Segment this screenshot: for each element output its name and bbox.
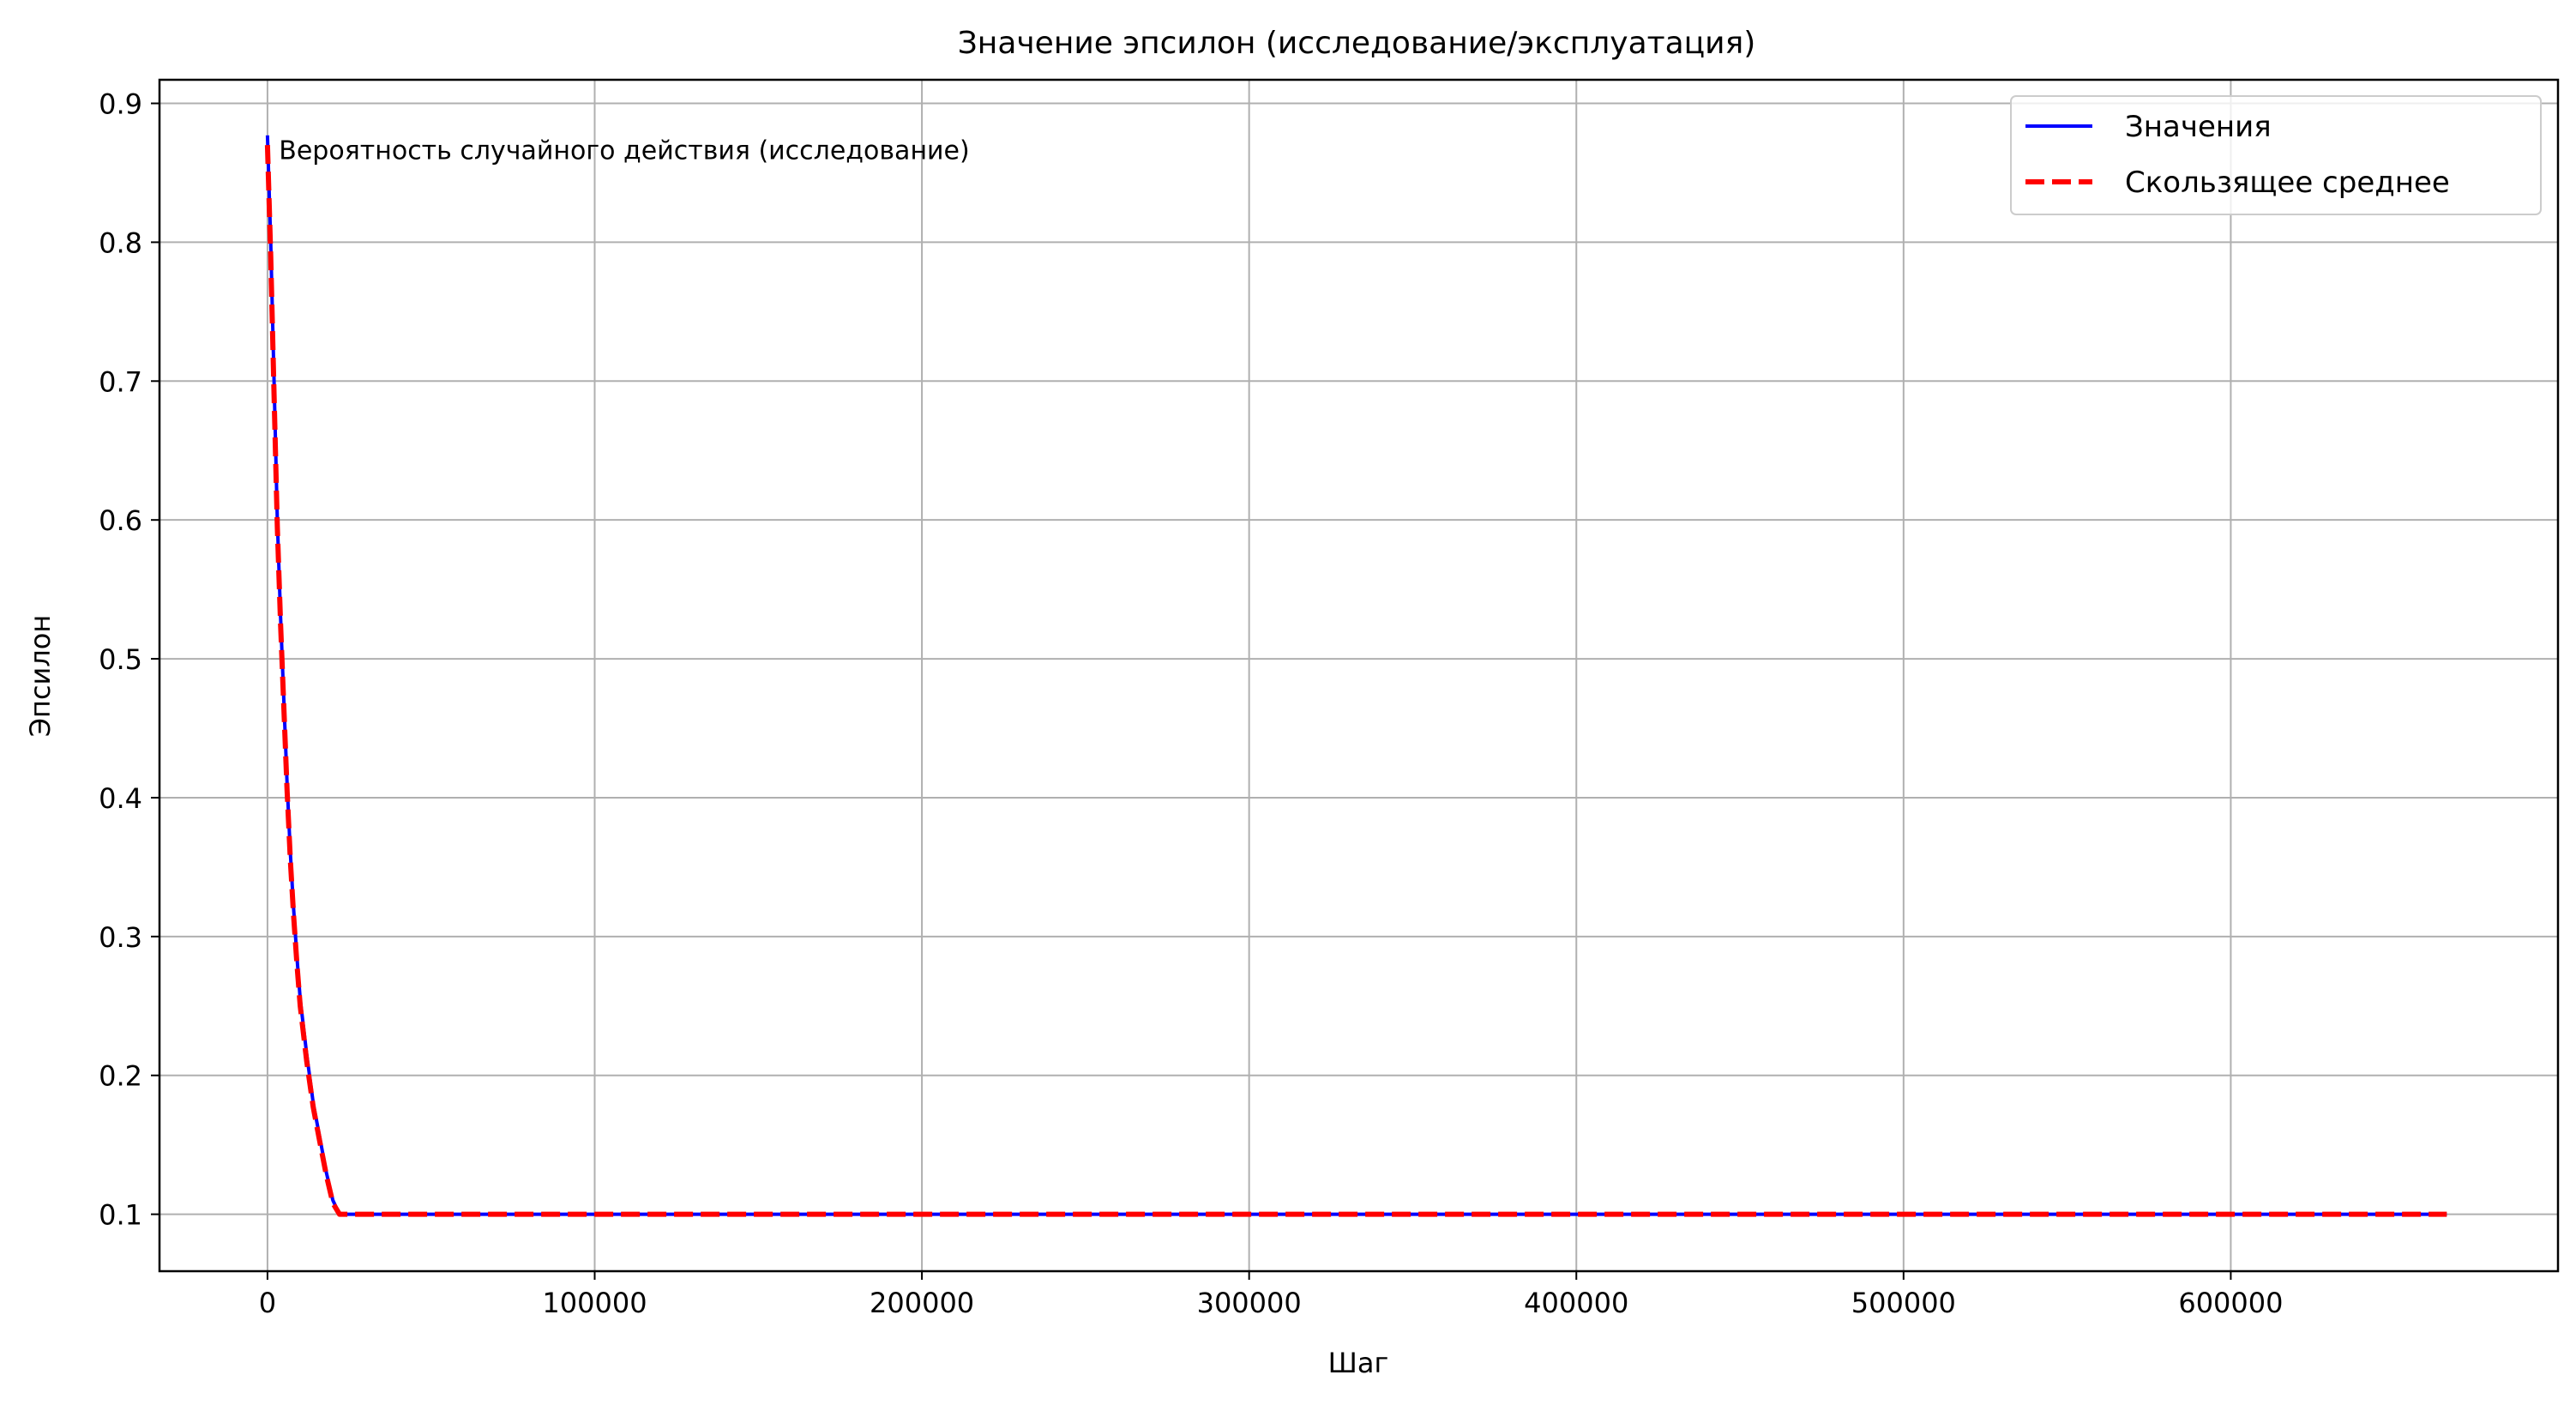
x-tick-label: 600000 [2178, 1287, 2283, 1319]
x-axis-label: Шаг [1328, 1347, 1389, 1379]
y-tick-label: 0.3 [99, 921, 142, 954]
y-tick-label: 0.9 [99, 88, 142, 121]
plot-frame [158, 78, 2560, 1273]
plot-lines [264, 135, 2447, 1217]
x-tick-label: 100000 [542, 1287, 647, 1319]
x-axis-ticks: 0 100000 200000 300000 400000 500000 600000 [259, 1271, 2283, 1319]
x-tick-label: 500000 [1851, 1287, 1956, 1319]
chart-title: Значение эпсилон (исследование/эксплуата… [958, 26, 1756, 61]
x-tick-label: 400000 [1524, 1287, 1628, 1319]
y-tick-label: 0.7 [99, 365, 142, 398]
x-tick-label: 300000 [1197, 1287, 1302, 1319]
legend-label-values: Значения [2125, 110, 2272, 144]
grid [159, 80, 2558, 1271]
series-line-moving-average [264, 145, 2447, 1217]
y-tick-label: 0.2 [99, 1060, 142, 1093]
y-tick-label: 0.5 [99, 643, 142, 676]
x-tick-label: 0 [259, 1287, 276, 1319]
y-axis-ticks: 0.1 0.2 0.3 0.4 0.5 0.6 0.7 0.8 0.9 [99, 88, 159, 1232]
y-tick-label: 0.4 [99, 782, 142, 815]
y-axis-label: Эпсилон [24, 615, 57, 738]
y-tick-label: 0.8 [99, 226, 142, 259]
legend: Значения Скользящее среднее [2010, 95, 2542, 215]
annotation-text: Вероятность случайного действия (исследо… [279, 136, 969, 166]
legend-box [2010, 95, 2542, 215]
y-tick-label: 0.6 [99, 504, 142, 537]
legend-label-moving-average: Скользящее среднее [2125, 166, 2450, 200]
x-tick-label: 200000 [870, 1287, 974, 1319]
y-tick-label: 0.1 [99, 1199, 142, 1232]
